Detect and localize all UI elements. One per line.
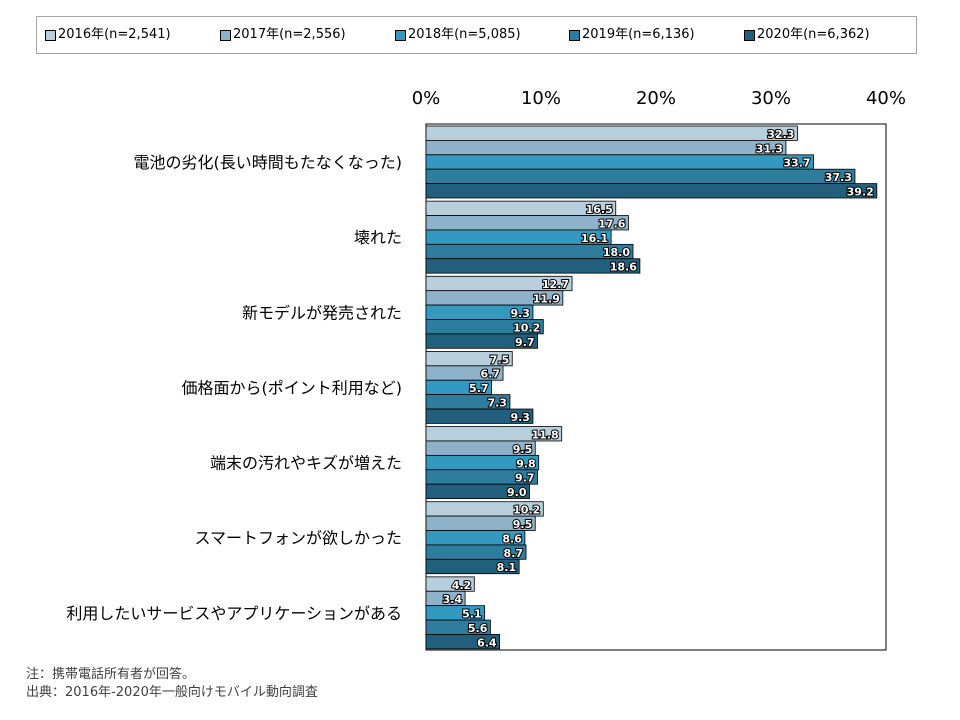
data-label: 8.1	[497, 561, 517, 574]
x-tick-label: 0%	[412, 88, 441, 109]
data-label: 5.6	[468, 622, 488, 635]
data-label: 6.4	[477, 636, 497, 649]
data-label: 6.7	[481, 368, 501, 381]
data-label: 16.1	[581, 232, 608, 245]
legend-swatch	[220, 30, 231, 41]
data-label: 37.3	[825, 171, 852, 184]
data-label: 9.3	[510, 411, 530, 424]
legend-label: 2016年(n=2,541)	[58, 27, 171, 42]
data-label: 3.4	[443, 593, 463, 606]
bar	[425, 125, 798, 141]
x-tick-label: 10%	[521, 88, 561, 109]
data-label: 7.5	[490, 353, 510, 366]
bar	[425, 558, 520, 575]
bar	[425, 139, 787, 156]
data-label: 18.0	[603, 246, 630, 259]
bar	[425, 483, 530, 499]
data-label: 10.2	[513, 504, 540, 517]
category-label: スマートフォンが欲しかった	[194, 529, 402, 548]
category-label: 壊れた	[354, 228, 402, 247]
category-label: 新モデルが発売された	[242, 303, 402, 322]
data-label: 5.1	[462, 608, 482, 621]
legend-swatch	[744, 30, 755, 41]
category-label: 端末の汚れやキズが増えた	[210, 454, 402, 473]
category-label: 利用したいサービスやアプリケーションがある	[66, 604, 402, 623]
data-label: 7.3	[487, 397, 507, 410]
data-label: 32.3	[767, 128, 794, 141]
data-label: 33.7	[783, 157, 810, 170]
notes: 注：携帯電話所有者が回答。 出典：2016年-2020年一般向けモバイル動向調査	[26, 666, 318, 702]
data-label: 9.7	[515, 336, 535, 349]
data-label: 9.5	[513, 518, 533, 531]
source-line: 出典：2016年-2020年一般向けモバイル動向調査	[26, 685, 318, 700]
bar	[425, 183, 878, 199]
legend-label: 2018年(n=5,085)	[408, 27, 521, 42]
data-label: 4.2	[452, 579, 472, 592]
data-label: 11.9	[533, 293, 560, 306]
bar	[425, 333, 538, 349]
bar	[425, 634, 500, 650]
bar	[425, 258, 641, 274]
data-label: 17.6	[598, 217, 625, 230]
data-label: 9.8	[516, 457, 536, 470]
category-label: 価格面から(ポイント利用など)	[182, 378, 403, 397]
data-label: 31.3	[756, 142, 783, 155]
data-label: 8.6	[502, 532, 522, 545]
data-label: 9.7	[515, 472, 535, 485]
data-label: 11.8	[532, 428, 559, 441]
legend: 2016年(n=2,541) 2017年(n=2,556) 2018年(n=5,08…	[36, 16, 917, 54]
data-label: 39.2	[847, 186, 874, 199]
data-label: 9.0	[507, 486, 527, 499]
legend-label: 2019年(n=6,136)	[582, 27, 695, 42]
legend-label: 2020年(n=6,362)	[757, 27, 870, 42]
x-tick-label: 40%	[866, 88, 906, 109]
data-label: 16.5	[586, 203, 613, 216]
bar	[425, 408, 534, 424]
legend-label: 2017年(n=2,556)	[233, 27, 346, 42]
data-label: 9.3	[510, 307, 530, 320]
x-tick-label: 20%	[636, 88, 676, 109]
data-label: 10.2	[513, 321, 540, 334]
note-line: 注：携帯電話所有者が回答。	[26, 667, 196, 682]
x-tick-label: 30%	[751, 88, 791, 109]
legend-swatch	[395, 30, 406, 41]
bar	[425, 154, 814, 170]
data-label: 9.5	[513, 443, 533, 456]
legend-swatch	[45, 30, 56, 41]
category-label: 電池の劣化(長い時間もたなくなった)	[134, 153, 403, 172]
bar	[425, 168, 856, 184]
data-label: 12.7	[542, 278, 569, 291]
data-label: 5.7	[469, 382, 489, 395]
legend-swatch	[569, 30, 580, 41]
data-label: 8.7	[504, 547, 524, 560]
data-label: 18.6	[610, 261, 637, 274]
